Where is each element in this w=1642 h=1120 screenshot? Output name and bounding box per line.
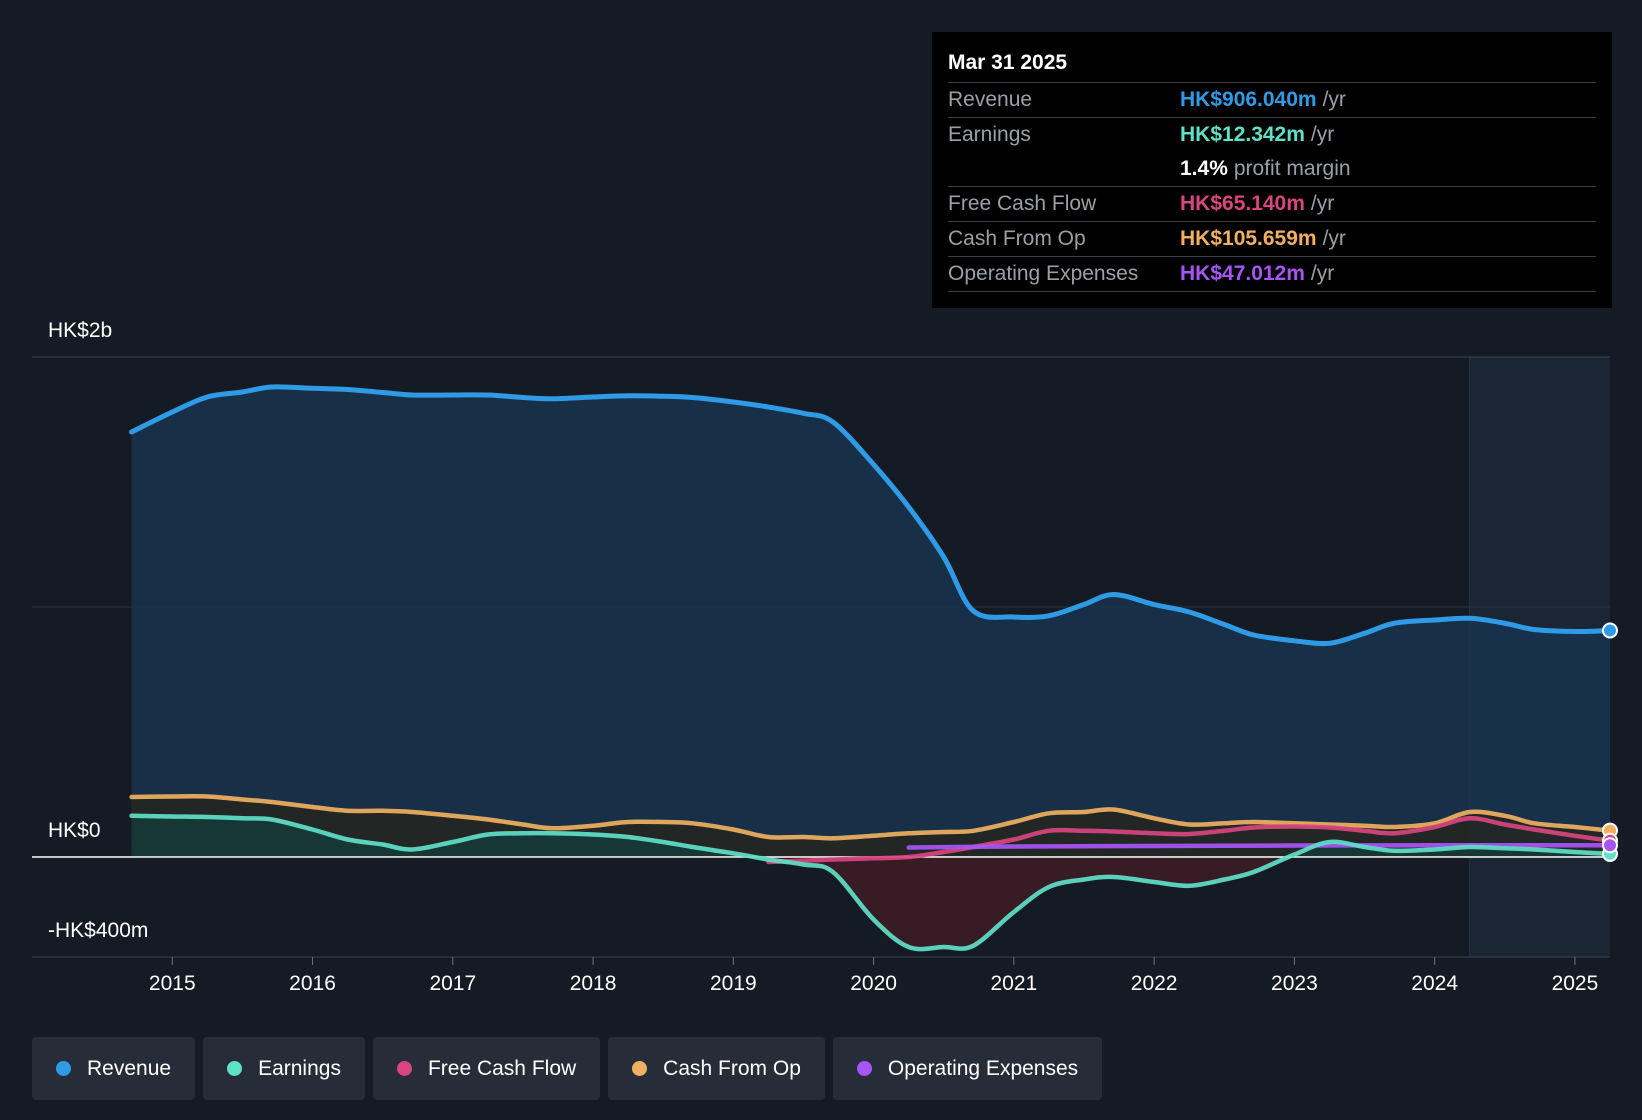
y-axis-label: HK$0 (48, 819, 101, 842)
tooltip-label: Earnings (948, 123, 1031, 146)
y-axis-label: HK$2b (48, 319, 112, 342)
x-axis-label: 2016 (289, 972, 336, 995)
tooltip-date: Mar 31 2025 (948, 46, 1596, 83)
legend-item-revenue[interactable]: Revenue (32, 1037, 196, 1100)
legend-label: Operating Expenses (887, 1056, 1079, 1080)
legend-dot-icon (227, 1061, 243, 1076)
chart-legend: Revenue Earnings Free Cash Flow Cash Fro… (32, 1037, 1103, 1100)
x-axis-label: 2022 (1131, 972, 1178, 995)
earnings-area-positive (131, 815, 1610, 857)
revenue-line (129, 384, 1613, 647)
legend-dot-icon (56, 1061, 71, 1076)
tooltip-row-free-cash-flow: Free Cash Flow HK$65.140m /yr (948, 187, 1596, 222)
x-axis-label: 2021 (991, 972, 1038, 995)
tooltip-row-earnings: Earnings HK$12.342m /yr (948, 118, 1596, 152)
x-axis-label: 2020 (850, 972, 897, 995)
cash-from-op-line (129, 794, 1613, 841)
tooltip-unit: /yr (1310, 123, 1335, 146)
earnings-line (129, 813, 1613, 952)
tooltip-unit: /yr (1310, 262, 1335, 285)
tooltip-row-operating-expenses: Operating Expenses HK$47.012m /yr (948, 257, 1596, 292)
y-axis-label: -HK$400m (48, 919, 148, 942)
tooltip-row-revenue: Revenue HK$906.040m /yr (948, 83, 1596, 118)
profit-margin-text: profit margin (1233, 157, 1351, 180)
x-axis-label: 2015 (149, 972, 196, 995)
legend-item-free-cash-flow[interactable]: Free Cash Flow (372, 1037, 601, 1100)
tooltip-value: HK$47.012m (1180, 262, 1305, 285)
tooltip-unit: /yr (1322, 88, 1346, 111)
legend-item-operating-expenses[interactable]: Operating Expenses (832, 1037, 1103, 1100)
tooltip-value: HK$906.040m (1180, 88, 1317, 111)
legend-dot-icon (856, 1061, 872, 1076)
tooltip-value: HK$65.140m (1180, 192, 1305, 215)
tooltip-label: Cash From Op (948, 227, 1086, 250)
legend-label: Earnings (258, 1056, 341, 1080)
x-axis-label: 2025 (1552, 972, 1599, 995)
tooltip-row-cash-from-op: Cash From Op HK$105.659m /yr (948, 222, 1596, 257)
tooltip-row-profit-margin: 1.4% profit margin (948, 152, 1596, 187)
legend-label: Cash From Op (663, 1056, 801, 1080)
legend-label: Free Cash Flow (427, 1056, 577, 1080)
revenue-end-marker (1602, 622, 1618, 639)
x-axis-label: 2017 (429, 972, 476, 995)
legend-dot-icon (396, 1061, 412, 1076)
operating-expenses-end-marker (1602, 837, 1618, 854)
legend-item-cash-from-op[interactable]: Cash From Op (608, 1037, 825, 1100)
tooltip-unit: /yr (1322, 227, 1346, 250)
legend-dot-icon (632, 1061, 648, 1076)
profit-margin-value: 1.4% (1180, 157, 1228, 180)
revenue-area (131, 386, 1610, 857)
free-cash-flow-line (766, 816, 1613, 865)
legend-label: Revenue (87, 1056, 172, 1080)
tooltip-label: Free Cash Flow (948, 192, 1097, 215)
tooltip-unit: /yr (1310, 192, 1335, 215)
earnings-area-negative (131, 857, 1610, 950)
tooltip-label: Revenue (948, 88, 1033, 111)
legend-item-earnings[interactable]: Earnings (203, 1037, 365, 1100)
x-axis-label: 2018 (570, 972, 617, 995)
x-axis-label: 2023 (1271, 972, 1318, 995)
x-axis-label: 2019 (710, 972, 757, 995)
x-axis-label: 2024 (1411, 972, 1458, 995)
tooltip-value: HK$105.659m (1180, 227, 1317, 250)
tooltip-panel: Mar 31 2025 Revenue HK$906.040m /yr Earn… (932, 32, 1612, 308)
tooltip-value: HK$12.342m (1180, 123, 1305, 146)
tooltip-label: Operating Expenses (948, 262, 1139, 285)
